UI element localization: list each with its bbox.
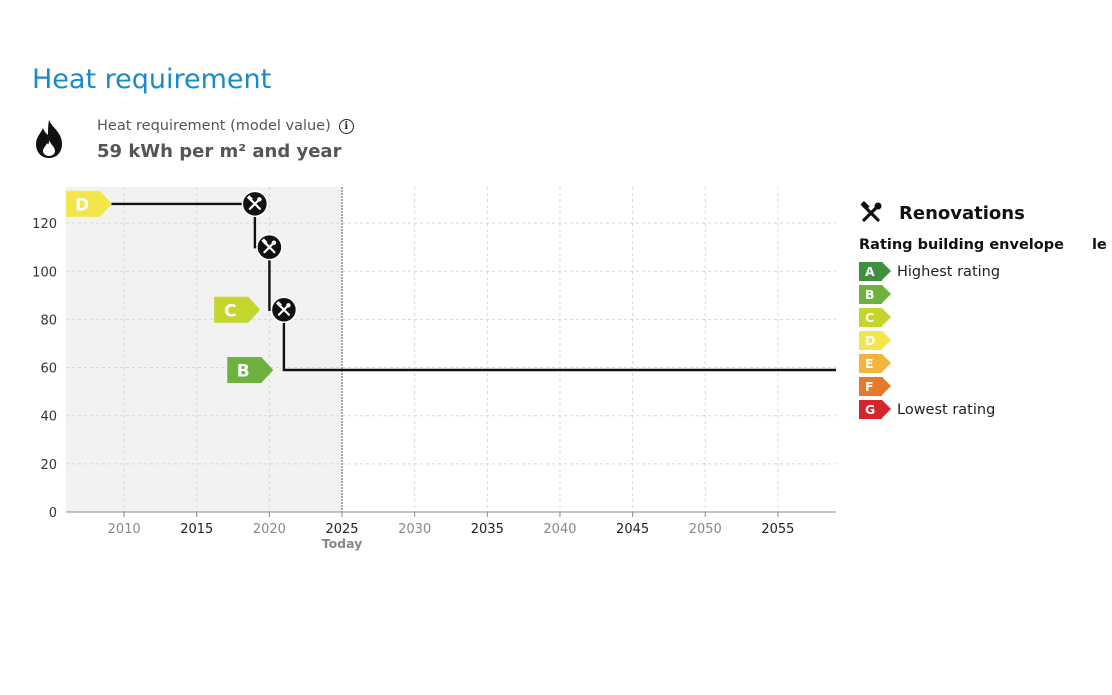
rating-row: C — [859, 306, 1104, 329]
x-tick-label: 2045 — [616, 522, 649, 537]
rating-marker: C — [214, 296, 261, 323]
rating-chip: F — [859, 377, 891, 396]
rating-chip: E — [859, 354, 891, 373]
past-period-shading — [66, 187, 343, 512]
y-tick-label: 100 — [32, 265, 57, 280]
flame-icon — [36, 120, 62, 158]
y-tick-label: 20 — [40, 458, 57, 473]
x-tick-label: 2035 — [471, 522, 504, 537]
tools-icon-part — [257, 197, 262, 202]
y-tick-label: 0 — [49, 506, 57, 521]
tools-icon-part — [248, 197, 261, 210]
summary-label: Heat requirement (model value) i — [97, 118, 354, 134]
rating-row: F — [859, 375, 1104, 398]
rating-marker-shape — [66, 190, 112, 217]
rating-marker-shape — [227, 356, 274, 383]
renovation-marker — [256, 233, 283, 261]
rating-chip: B — [859, 285, 891, 304]
tools-icon-part — [261, 238, 268, 245]
rating-list: A Highest rating B C D E F G Lowest rating — [859, 260, 1104, 421]
x-tick-label: 2020 — [253, 522, 286, 537]
legend-title: Renovations — [899, 202, 1025, 224]
info-icon[interactable]: i — [338, 118, 354, 134]
tools-icon — [860, 201, 882, 222]
rating-row: A Highest rating — [859, 260, 1104, 283]
rating-marker: B — [227, 356, 274, 383]
today-label: Today — [322, 536, 363, 551]
rating-marker-letter: C — [224, 301, 236, 321]
tools-icon-part — [271, 240, 277, 245]
renovation-marker — [270, 296, 298, 324]
x-tick-label: 2015 — [180, 522, 213, 537]
x-tick-label: 2050 — [689, 522, 722, 537]
tools-icon — [246, 195, 262, 210]
tools-icon — [275, 301, 291, 316]
rating-chip: A — [859, 262, 891, 281]
x-tick-label: 2010 — [108, 522, 141, 537]
rating-row: E — [859, 352, 1104, 375]
rating-description: Lowest rating — [897, 401, 996, 418]
y-tick-label: 40 — [40, 410, 57, 425]
summary-value: 59 kWh per m² and year — [97, 141, 342, 162]
rating-row: D — [859, 329, 1104, 352]
rating-description: Highest rating — [897, 263, 1001, 280]
legend: Renovations Rating building envelope le A… — [859, 200, 1107, 421]
x-tick-label: 2040 — [543, 522, 576, 537]
rating-row: G Lowest rating — [859, 398, 1104, 421]
rating-chip: D — [859, 331, 891, 350]
rating-row: B — [859, 283, 1104, 306]
renovation-marker — [241, 190, 269, 218]
summary-label-text: Heat requirement (model value) — [97, 118, 331, 134]
x-tick-label: 2030 — [398, 522, 431, 537]
legend-header: Renovations — [859, 200, 1104, 226]
rating-marker: D — [66, 190, 112, 217]
tools-icon-part — [275, 301, 282, 308]
rating-marker-letter: B — [237, 361, 250, 381]
rating-chip: G — [859, 400, 891, 419]
tools-icon-part — [263, 241, 276, 254]
x-tick-label: 2055 — [761, 522, 794, 537]
rating-marker-letter: D — [75, 195, 89, 215]
rating-marker-shape — [214, 296, 261, 323]
y-tick-label: 80 — [40, 313, 57, 328]
rating-chip: C — [859, 308, 891, 327]
x-tick-label: 2025 — [325, 522, 358, 537]
legend-subtitle-cut: le — [1091, 237, 1107, 253]
tools-icon-part — [246, 195, 253, 202]
y-tick-label: 60 — [40, 362, 57, 377]
tools-icon-part — [277, 303, 291, 316]
legend-subtitle: Rating building envelope le — [859, 237, 1107, 253]
tools-icon-part — [286, 303, 291, 308]
legend-subtitle-text: Rating building envelope — [859, 237, 1064, 253]
y-tick-label: 120 — [32, 217, 57, 232]
tools-icon — [261, 238, 277, 254]
page-title: Heat requirement — [32, 64, 272, 95]
